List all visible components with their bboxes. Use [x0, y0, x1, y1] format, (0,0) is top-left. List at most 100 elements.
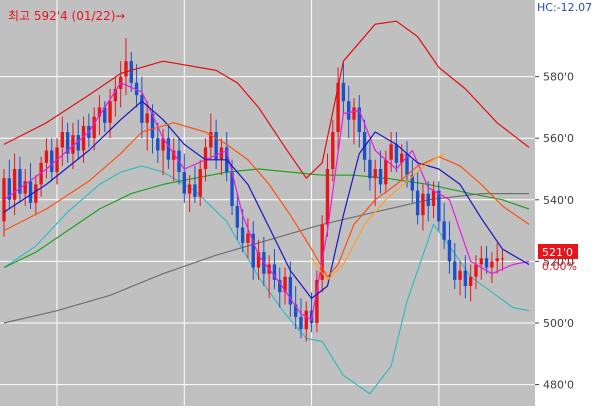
candle-body-11 — [60, 132, 65, 148]
candle-body-70 — [373, 169, 377, 179]
candle-35 — [187, 175, 192, 213]
candle-40 — [214, 119, 218, 169]
candle-91 — [484, 246, 489, 274]
candle-8 — [44, 138, 49, 179]
candle-body-82 — [437, 190, 441, 222]
candle-body-38 — [203, 147, 208, 169]
candle-57 — [304, 301, 308, 342]
candle-3 — [18, 156, 22, 203]
candle-body-17 — [92, 116, 96, 139]
candle-31 — [166, 125, 171, 169]
candle-body-86 — [458, 270, 462, 280]
candle-90 — [479, 246, 483, 280]
candle-body-44 — [235, 205, 240, 228]
candle-0 — [2, 169, 6, 237]
candle-body-25 — [134, 82, 139, 96]
candle-59 — [315, 270, 319, 333]
candle-56 — [299, 298, 303, 339]
candle-17 — [92, 107, 96, 151]
candle-41 — [219, 138, 224, 176]
candle-body-57 — [304, 310, 308, 330]
candle-body-92 — [490, 261, 494, 268]
candle-body-59 — [315, 279, 319, 323]
series-ma5 — [3, 82, 530, 321]
candle-46 — [246, 218, 250, 259]
series-ma20-alt — [311, 153, 445, 281]
candle-69 — [368, 141, 372, 191]
candle-1 — [7, 159, 12, 210]
candle-body-85 — [453, 261, 457, 280]
candle-77 — [410, 159, 415, 203]
candle-body-65 — [346, 101, 351, 120]
candle-72 — [384, 150, 388, 194]
candle-body-62 — [331, 132, 335, 169]
candle-70 — [373, 159, 377, 206]
candle-body-8 — [44, 150, 49, 163]
candle-body-77 — [410, 175, 415, 191]
candle-11 — [60, 116, 65, 166]
candle-66 — [352, 98, 356, 145]
candle-body-88 — [468, 276, 473, 287]
candle-32 — [171, 138, 176, 182]
candle-body-7 — [39, 162, 43, 185]
price-axis-svg: HC:-12.07 580'0560'0540'0520'0500'0480'0… — [535, 1, 592, 392]
candle-body-26 — [140, 95, 144, 123]
candle-body-13 — [71, 135, 75, 154]
candle-84 — [447, 221, 452, 274]
candle-44 — [235, 193, 240, 240]
candle-78 — [415, 172, 420, 225]
tick-label-1: 560'0 — [543, 132, 574, 145]
high-annotation: 최고 592'4 (01/22) — [8, 9, 116, 23]
candle-62 — [331, 119, 335, 182]
candle-body-12 — [65, 132, 70, 154]
tick-label-2: 540'0 — [543, 194, 574, 207]
candle-body-61 — [325, 169, 330, 225]
plot-area[interactable]: 최고 592'4 (01/22) → — [0, 0, 535, 406]
candle-51 — [272, 249, 277, 290]
candle-body-52 — [278, 279, 282, 293]
candle-body-83 — [442, 221, 446, 240]
candle-body-34 — [182, 172, 187, 194]
candle-body-19 — [103, 107, 107, 123]
candle-37 — [198, 159, 202, 206]
price-axis: HC:-12.07 580'0 560'0 540'0 520'0 500'0 480'0… — [535, 0, 597, 406]
candle-body-46 — [246, 233, 250, 243]
price-change-label: 0.00% — [542, 260, 577, 273]
candle-4 — [23, 169, 27, 206]
candle-92 — [490, 252, 494, 283]
candle-body-80 — [426, 193, 430, 206]
candle-body-79 — [421, 193, 425, 216]
candle-body-29 — [156, 138, 160, 151]
candle-body-20 — [108, 101, 112, 123]
candle-body-40 — [214, 132, 218, 160]
candle-body-66 — [352, 107, 356, 120]
candle-body-18 — [97, 107, 102, 117]
candle-body-93 — [495, 258, 499, 262]
candle-body-1 — [7, 178, 12, 200]
candle-body-64 — [341, 82, 346, 102]
candle-81 — [431, 181, 436, 219]
candle-body-51 — [272, 264, 277, 280]
candle-body-27 — [145, 113, 149, 123]
candle-86 — [458, 261, 462, 296]
candle-body-2 — [12, 169, 17, 200]
candle-5 — [28, 162, 33, 210]
candle-93 — [495, 242, 499, 274]
candle-body-67 — [357, 107, 362, 133]
candle-body-36 — [193, 184, 197, 197]
candle-47 — [251, 221, 255, 280]
candle-body-48 — [256, 252, 261, 268]
candle-body-69 — [368, 159, 372, 179]
candle-12 — [65, 122, 70, 163]
high-arrow-icon: → — [115, 9, 125, 23]
candle-body-43 — [230, 172, 234, 206]
candlestick-chart[interactable]: 최고 592'4 (01/22) → — [0, 0, 535, 406]
candle-body-30 — [161, 138, 165, 151]
candle-body-28 — [150, 113, 155, 139]
candle-53 — [283, 267, 287, 305]
indicator-lines-front — [3, 20, 530, 321]
candle-63 — [336, 67, 340, 151]
candle-body-37 — [198, 169, 202, 197]
candle-55 — [293, 286, 298, 330]
